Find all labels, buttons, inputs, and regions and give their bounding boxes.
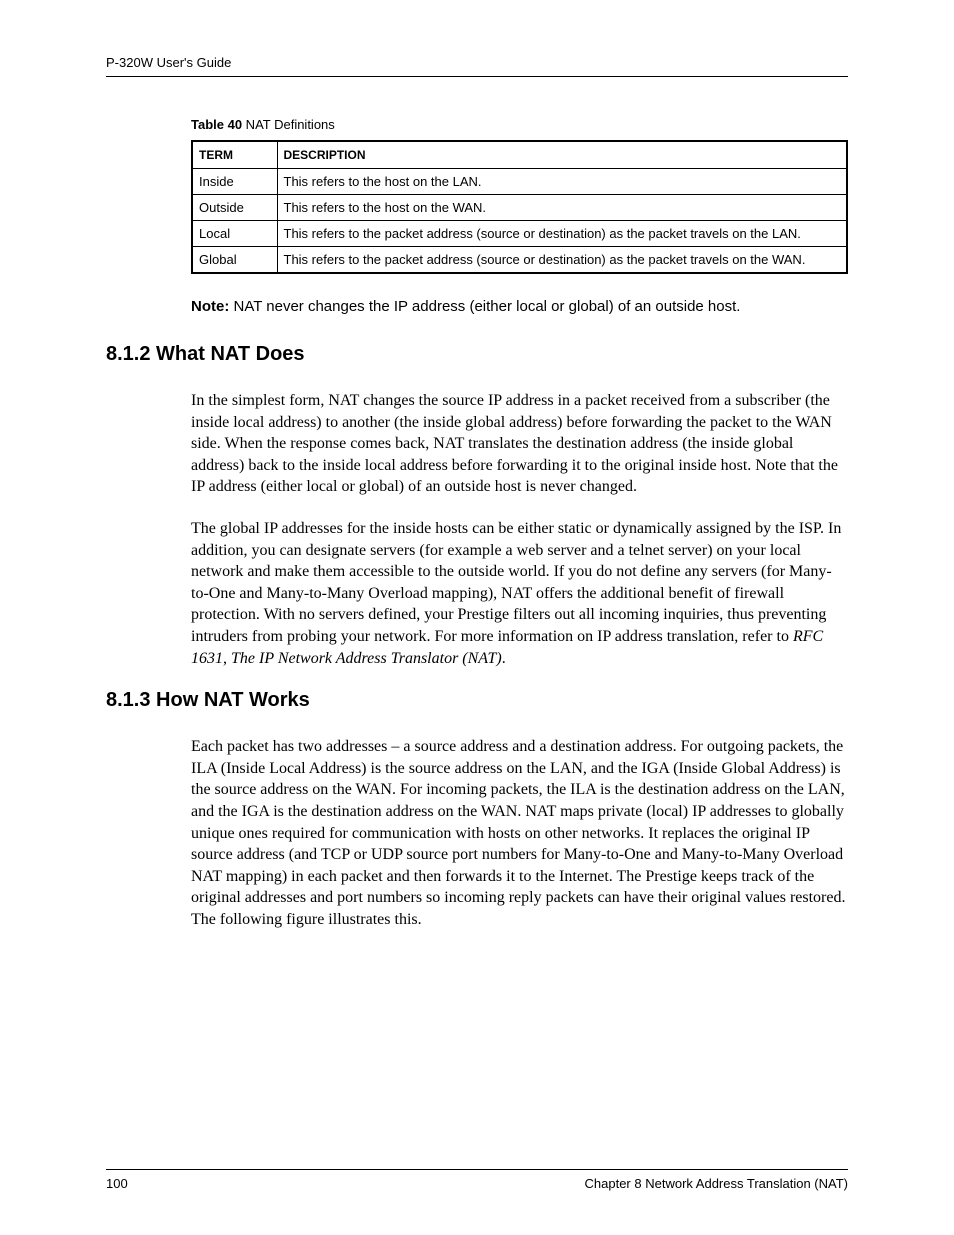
para-italic: The IP Network Address Translator (NAT): [231, 650, 502, 667]
section-heading-how-nat-works: 8.1.3 How NAT Works: [106, 689, 848, 712]
table-caption: Table 40 NAT Definitions: [191, 117, 848, 132]
table-cell-description: This refers to the host on the WAN.: [277, 195, 847, 221]
chapter-label: Chapter 8 Network Address Translation (N…: [585, 1176, 848, 1191]
header-title: P-320W User's Guide: [106, 55, 231, 70]
para-text: .: [502, 650, 506, 667]
page-footer: 100 Chapter 8 Network Address Translatio…: [106, 1169, 848, 1191]
table-cell-term: Local: [192, 221, 277, 247]
note-label: Note:: [191, 298, 229, 315]
page-header: P-320W User's Guide: [106, 55, 848, 77]
table-header-row: TERM DESCRIPTION: [192, 141, 847, 169]
nat-definitions-table: TERM DESCRIPTION Inside This refers to t…: [191, 140, 848, 274]
table-cell-description: This refers to the packet address (sourc…: [277, 221, 847, 247]
table-caption-text: NAT Definitions: [242, 117, 335, 132]
table-cell-term: Outside: [192, 195, 277, 221]
table-cell-description: This refers to the host on the LAN.: [277, 169, 847, 195]
para-text: ,: [223, 650, 231, 667]
page-number: 100: [106, 1176, 128, 1191]
table-cell-description: This refers to the packet address (sourc…: [277, 247, 847, 274]
table-header-description: DESCRIPTION: [277, 141, 847, 169]
table-cell-term: Global: [192, 247, 277, 274]
note-text: NAT never changes the IP address (either…: [229, 298, 740, 315]
table-row: Inside This refers to the host on the LA…: [192, 169, 847, 195]
note: Note: NAT never changes the IP address (…: [191, 298, 848, 315]
body-paragraph: In the simplest form, NAT changes the so…: [191, 390, 848, 498]
table-row: Outside This refers to the host on the W…: [192, 195, 847, 221]
table-caption-label: Table 40: [191, 117, 242, 132]
table-cell-term: Inside: [192, 169, 277, 195]
para-text: The global IP addresses for the inside h…: [191, 520, 841, 645]
body-paragraph: Each packet has two addresses – a source…: [191, 736, 848, 930]
table-row: Local This refers to the packet address …: [192, 221, 847, 247]
body-paragraph: The global IP addresses for the inside h…: [191, 518, 848, 669]
table-row: Global This refers to the packet address…: [192, 247, 847, 274]
table-header-term: TERM: [192, 141, 277, 169]
section-heading-what-nat-does: 8.1.2 What NAT Does: [106, 343, 848, 366]
